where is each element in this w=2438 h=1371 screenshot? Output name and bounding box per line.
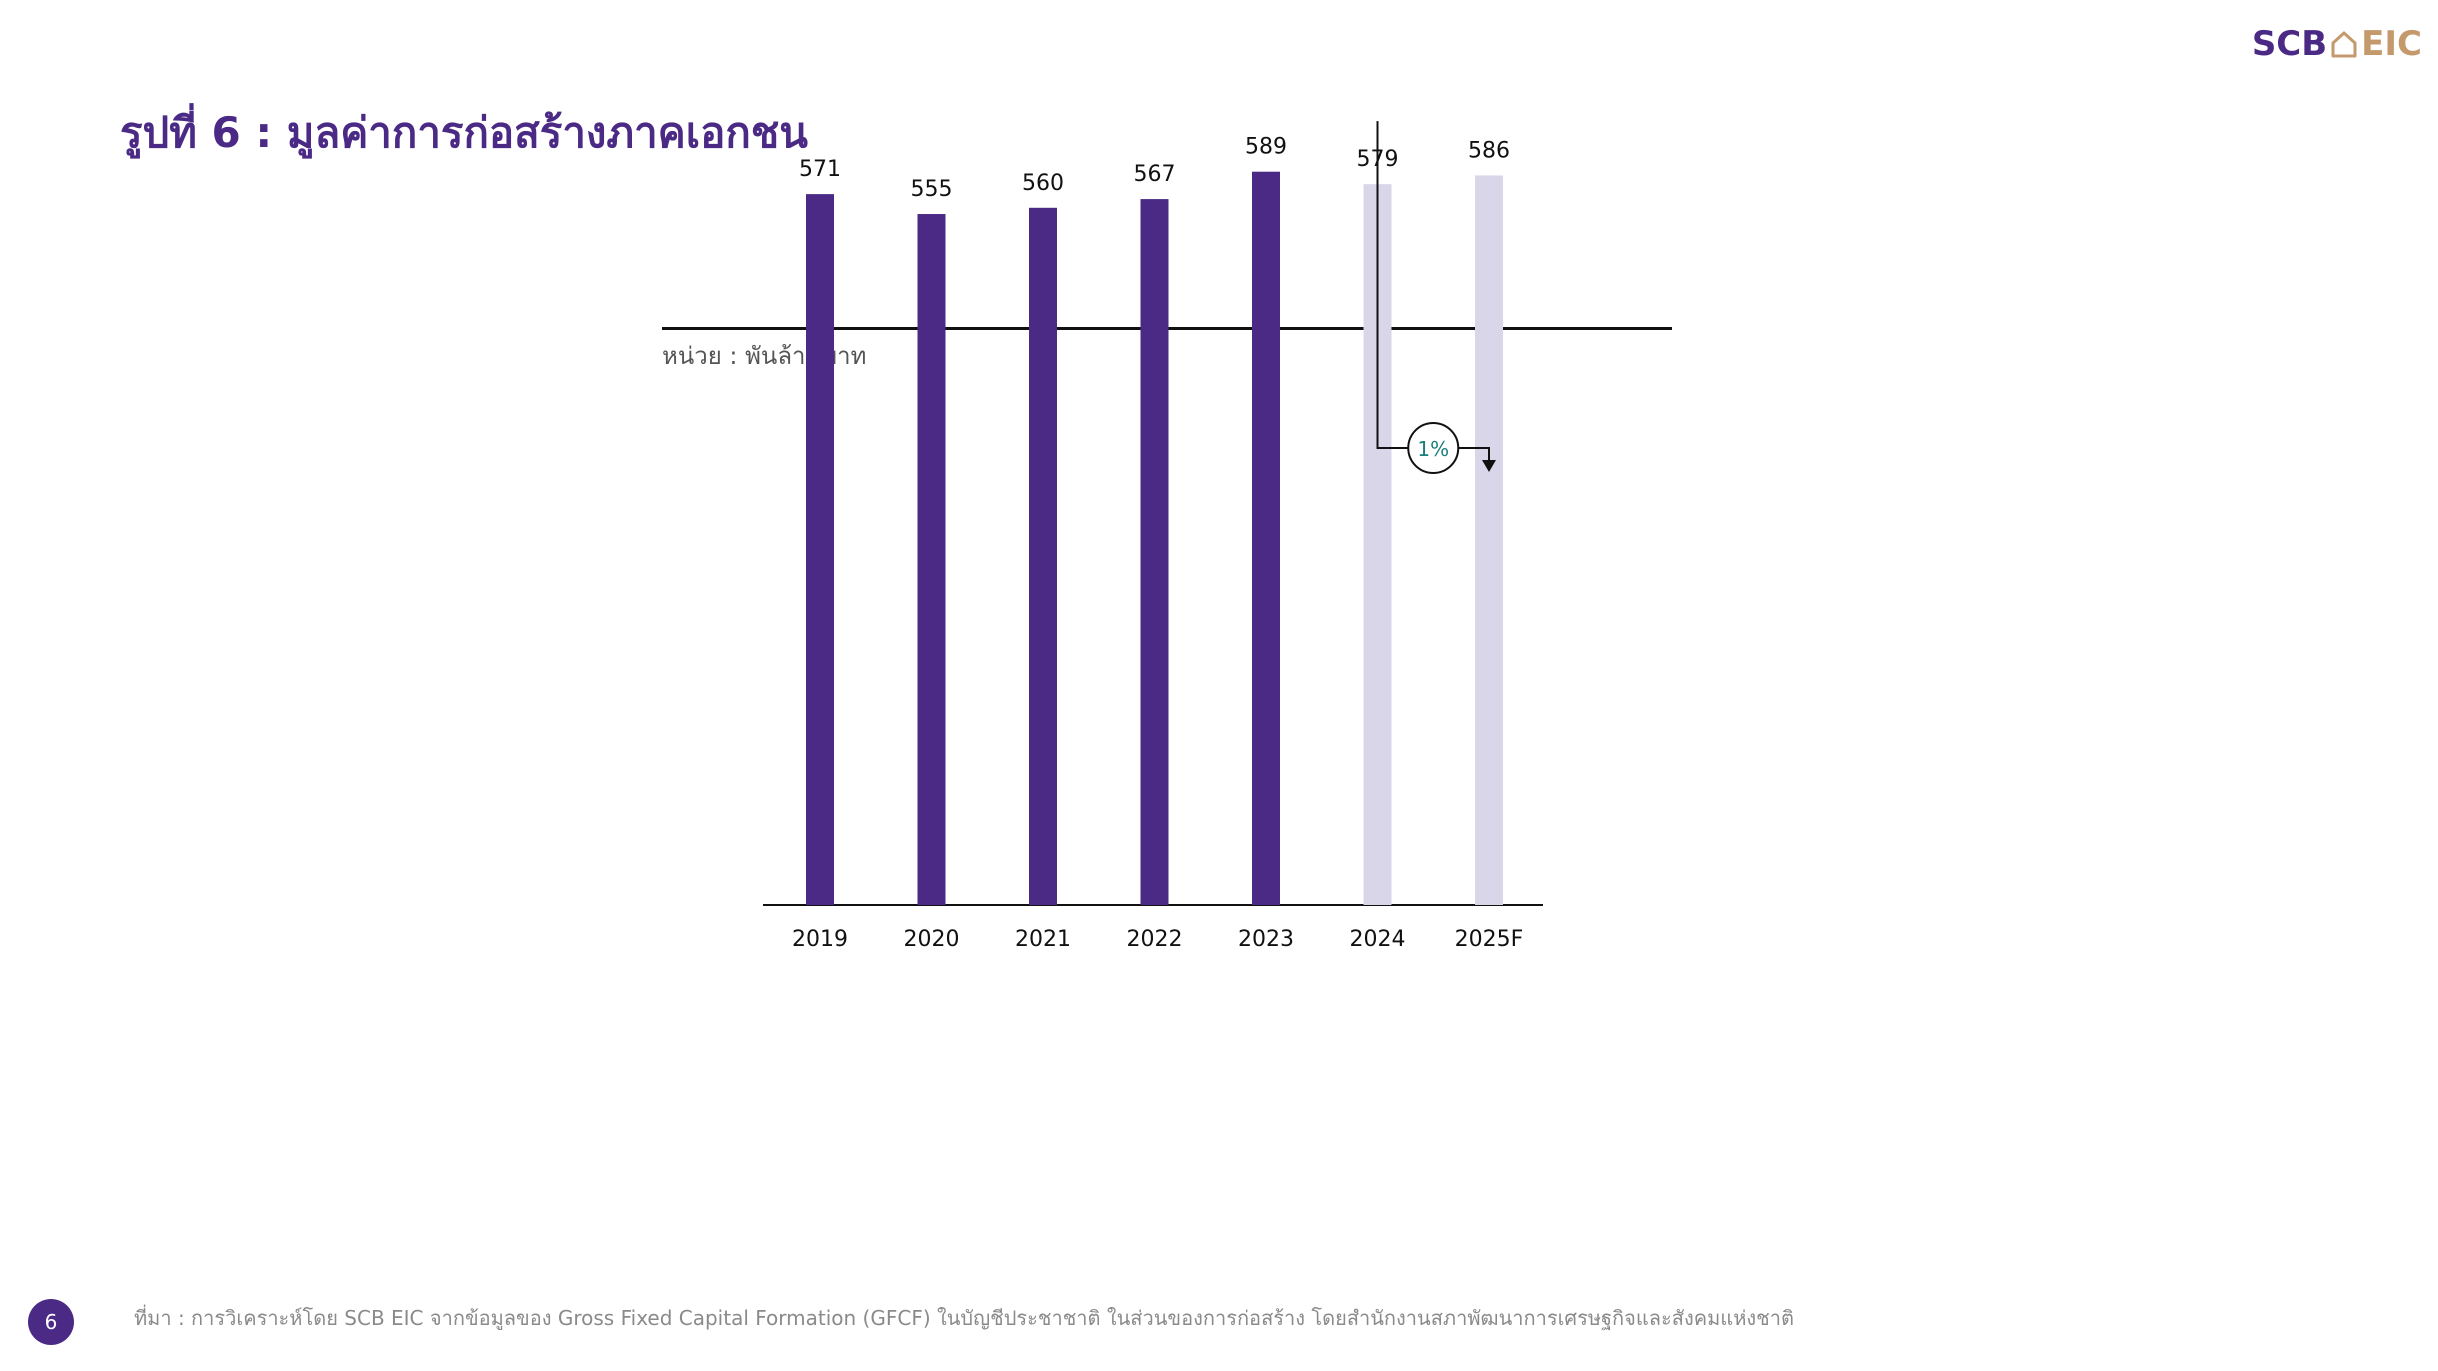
- scb-eic-logo: SCB EIC: [2252, 24, 2422, 64]
- tick-label-2021: 2021: [1015, 927, 1071, 952]
- bar-2023: [1252, 171, 1280, 905]
- source-note: ที่มา : การวิเคราะห์โดย SCB EIC จากข้อมู…: [134, 1306, 1794, 1330]
- tick-label-2024: 2024: [1350, 927, 1406, 952]
- growth-arrowhead: [1482, 460, 1496, 472]
- data-label-2020: 555: [911, 177, 953, 202]
- data-label-2019: 571: [799, 157, 841, 182]
- tick-label-2020: 2020: [904, 927, 960, 952]
- growth-arrow-right: [1458, 447, 1490, 460]
- bar-2025f: [1475, 175, 1503, 905]
- tick-label-2023: 2023: [1238, 927, 1294, 952]
- page-number-badge: 6: [28, 1299, 74, 1345]
- bar-2021: [1029, 207, 1057, 906]
- logo-eic-text: EIC: [2361, 24, 2422, 64]
- data-label-2021: 560: [1022, 171, 1064, 196]
- data-label-2023: 589: [1245, 135, 1287, 160]
- page-title: รูปที่ 6 : มูลค่าการก่อสร้างภาคเอกชน: [120, 108, 808, 157]
- home-icon: [2331, 31, 2357, 58]
- data-label-2025f: 586: [1468, 138, 1510, 163]
- bar-2019: [806, 194, 834, 906]
- growth-arrow-left: [1376, 121, 1409, 449]
- growth-label: 1%: [1417, 437, 1449, 461]
- logo-scb-text: SCB: [2251, 24, 2328, 64]
- growth-circle: [1407, 422, 1460, 474]
- tick-label-2025f: 2025F: [1455, 927, 1524, 952]
- bar-2022: [1140, 199, 1169, 905]
- bar-2020: [917, 214, 946, 905]
- tick-label-2022: 2022: [1127, 927, 1183, 952]
- data-label-2022: 567: [1134, 162, 1176, 187]
- tick-label-2019: 2019: [792, 927, 848, 952]
